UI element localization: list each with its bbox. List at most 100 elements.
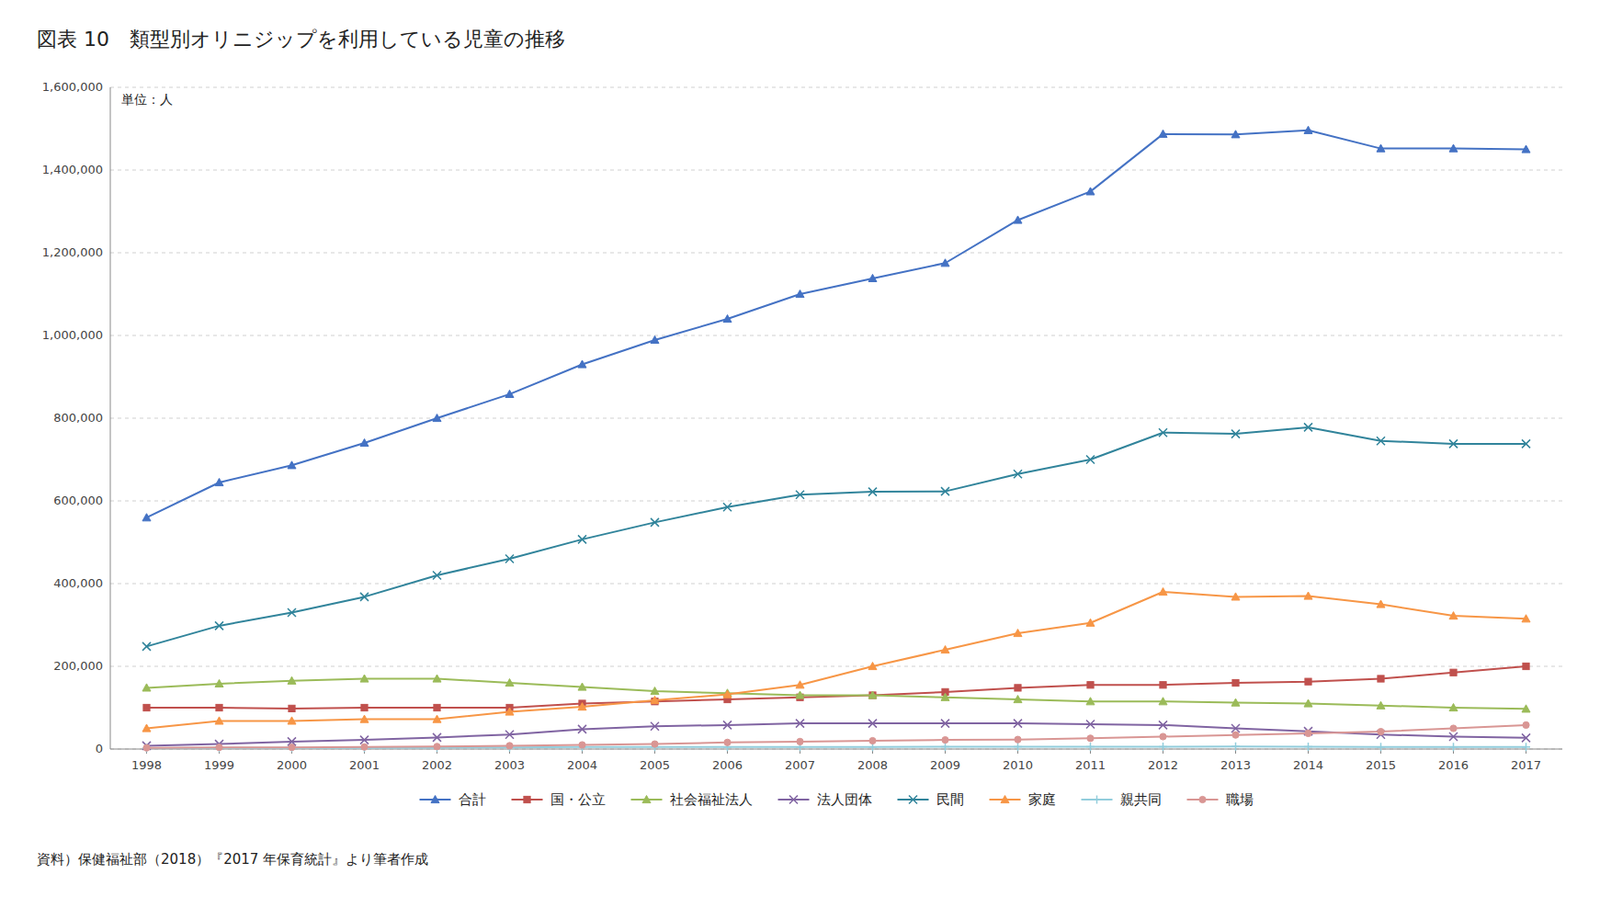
series-line <box>147 725 1527 749</box>
point <box>868 691 877 699</box>
y-tick-label: 200,000 <box>53 658 103 673</box>
point <box>1522 662 1530 670</box>
point <box>868 719 877 728</box>
point <box>1013 215 1022 224</box>
legend-label: 合計 <box>458 791 487 808</box>
point <box>1521 733 1531 742</box>
point <box>1231 698 1240 706</box>
point <box>650 335 659 343</box>
y-axis-line <box>110 87 112 749</box>
legend-item: 国・公立 <box>511 791 606 808</box>
x-tick-label: 2005 <box>639 758 670 772</box>
point <box>1013 742 1022 751</box>
chart: 図表 10 類型別オリニジップを利用している児童の推移0200,000400,0… <box>0 0 1600 897</box>
point <box>215 743 224 752</box>
x-tick-label: 2012 <box>1147 758 1179 772</box>
point <box>505 730 514 739</box>
point <box>795 691 805 699</box>
point <box>1450 669 1457 676</box>
point <box>650 695 659 704</box>
point <box>1014 736 1022 743</box>
point <box>1231 592 1240 601</box>
point <box>432 414 442 422</box>
point <box>432 714 442 723</box>
point <box>432 733 442 742</box>
point <box>650 518 659 527</box>
point <box>215 716 224 725</box>
point <box>1521 614 1531 623</box>
x-tick-label: 1999 <box>204 758 235 772</box>
y-tick-label: 400,000 <box>53 576 103 591</box>
point <box>1086 720 1095 729</box>
point <box>868 273 877 282</box>
point <box>1013 695 1022 704</box>
point <box>1086 455 1095 465</box>
x-tick-label: 1998 <box>131 758 162 772</box>
point <box>1159 681 1167 689</box>
point <box>941 646 950 654</box>
x-tick-label: 2011 <box>1075 758 1106 772</box>
point <box>360 439 369 447</box>
point <box>142 744 151 753</box>
point <box>1376 742 1385 751</box>
point <box>869 692 876 699</box>
point <box>1013 719 1022 728</box>
grid-line <box>110 87 1563 89</box>
point <box>1376 436 1385 445</box>
x-tick-label: 2007 <box>784 758 816 772</box>
y-tick-label: 0 <box>95 741 103 756</box>
legend-marker <box>642 795 651 804</box>
point <box>1087 681 1094 689</box>
legend-item: 民間 <box>897 791 965 808</box>
legend-marker <box>1199 795 1206 803</box>
legend-item: 家庭 <box>989 791 1056 808</box>
grid <box>110 87 1563 749</box>
point <box>505 555 514 564</box>
series-line <box>147 666 1527 709</box>
point <box>1013 629 1022 637</box>
series <box>142 588 1531 733</box>
series <box>143 662 1530 712</box>
point <box>1449 742 1458 751</box>
y-tick-label: 800,000 <box>53 410 103 425</box>
legend-marker <box>523 795 531 803</box>
point <box>1521 742 1531 751</box>
source-note: 資料）保健福祉部（2018）『2017 年保育統計』より筆者作成 <box>36 851 429 868</box>
legend-label: 親共同 <box>1120 791 1162 808</box>
point <box>868 487 877 497</box>
point <box>1304 125 1313 134</box>
point <box>142 683 151 692</box>
grid-line <box>110 666 1563 668</box>
series-line <box>147 130 1527 518</box>
point <box>287 461 296 469</box>
point <box>941 737 949 744</box>
x-tick-label: 2010 <box>1002 758 1033 772</box>
series <box>142 125 1531 522</box>
point <box>287 716 296 725</box>
point <box>795 719 805 728</box>
point <box>651 740 659 748</box>
point <box>795 490 805 500</box>
point <box>287 676 296 684</box>
point <box>1522 721 1530 728</box>
x-tick-label: 2008 <box>857 758 888 772</box>
point <box>1013 469 1022 478</box>
x-tick-label: 2003 <box>494 758 525 772</box>
point <box>1450 725 1457 732</box>
point <box>215 703 223 711</box>
point <box>796 737 804 745</box>
point <box>1232 731 1239 738</box>
legend-item: 親共同 <box>1081 791 1162 808</box>
legend-label: 家庭 <box>1028 791 1056 808</box>
point <box>650 687 659 695</box>
point <box>1158 720 1168 729</box>
legend: 合計国・公立社会福祉法人法人団体民間家庭親共同職場 <box>419 791 1254 808</box>
point <box>578 703 587 711</box>
point <box>1304 422 1313 432</box>
series <box>143 721 1530 751</box>
point <box>143 703 150 711</box>
point <box>1158 428 1168 437</box>
point <box>723 720 732 729</box>
point <box>360 674 369 682</box>
point <box>1449 612 1458 620</box>
